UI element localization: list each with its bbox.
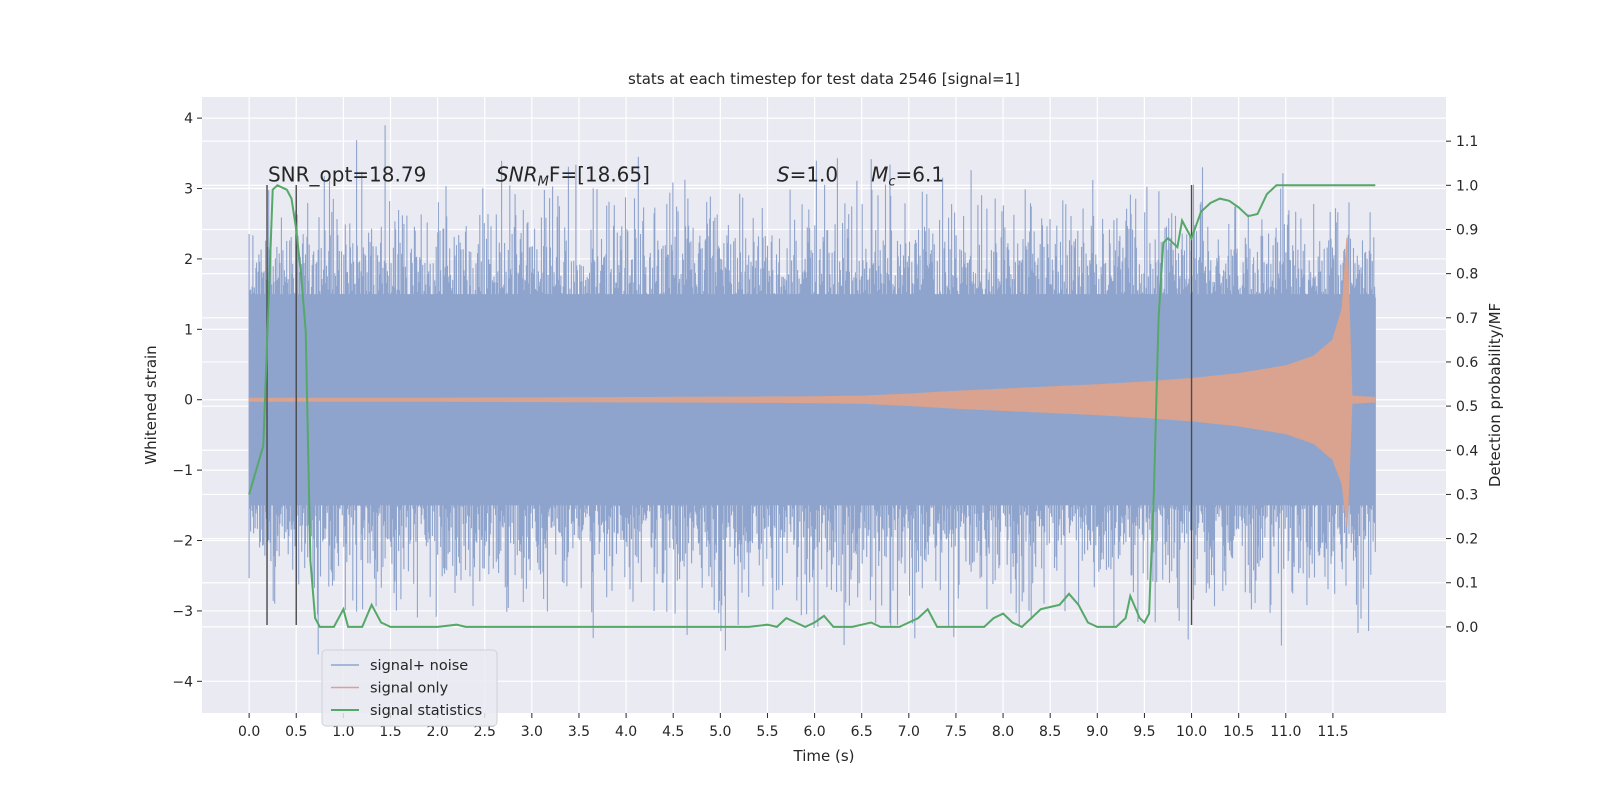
x-tick-label: 0.0 bbox=[238, 724, 260, 740]
x-tick-label: 7.5 bbox=[945, 724, 967, 740]
y-tick-label: 3 bbox=[184, 182, 193, 198]
y-right-axis-label: Detection probability/MF bbox=[1486, 303, 1504, 487]
x-tick-label: 8.0 bbox=[992, 724, 1014, 740]
y-right-tick-label: 0.0 bbox=[1456, 620, 1478, 636]
annotation: SNR_opt=18.79 bbox=[268, 162, 426, 186]
y-tick-label: −4 bbox=[172, 674, 193, 690]
x-tick-label: 0.5 bbox=[285, 724, 307, 740]
y-right-tick-label: 0.6 bbox=[1456, 355, 1478, 371]
y-tick-label: −2 bbox=[172, 534, 193, 550]
y-tick-label: 1 bbox=[184, 322, 193, 338]
x-tick-label: 2.0 bbox=[426, 724, 448, 740]
vertical-markers bbox=[266, 185, 1193, 625]
y-tick-label: 2 bbox=[184, 252, 193, 268]
y-tick-label: 4 bbox=[184, 111, 193, 127]
annotations: SNR_opt=18.79 SNRMF=[18.65] S=1.0 Mc=6.1 bbox=[268, 162, 944, 189]
x-tick-label: 9.0 bbox=[1086, 724, 1108, 740]
y-right-tick-label: 0.5 bbox=[1456, 399, 1478, 415]
legend-entry: signal+ noise bbox=[370, 658, 468, 674]
legend-box bbox=[321, 649, 498, 727]
x-tick-label: 11.5 bbox=[1317, 724, 1348, 740]
y-axis-label: Whitened strain bbox=[142, 345, 160, 464]
y-tick-label: −3 bbox=[172, 604, 193, 620]
x-tick-label: 10.5 bbox=[1223, 724, 1254, 740]
y-tick-label: 0 bbox=[184, 393, 193, 409]
y-right-tick-label: 0.2 bbox=[1456, 532, 1478, 548]
signal-statistics-series bbox=[248, 184, 1376, 629]
y-right-tick-label: 0.9 bbox=[1456, 222, 1478, 238]
chart-title: stats at each timestep for test data 254… bbox=[628, 70, 1020, 88]
x-tick-label: 1.5 bbox=[379, 724, 401, 740]
legend-entry: signal only bbox=[370, 681, 449, 697]
x-tick-label: 8.5 bbox=[1039, 724, 1061, 740]
y-right-tick-label: 1.0 bbox=[1456, 178, 1478, 194]
x-tick-label: 10.0 bbox=[1176, 724, 1207, 740]
x-tick-label: 5.0 bbox=[709, 724, 731, 740]
x-tick-label: 3.5 bbox=[568, 724, 590, 740]
y-right-tick-label: 0.7 bbox=[1456, 311, 1478, 327]
x-tick-label: 7.0 bbox=[898, 724, 920, 740]
x-axis-label: Time (s) bbox=[793, 747, 855, 765]
x-tick-label: 6.5 bbox=[851, 724, 873, 740]
y-right-tick-label: 1.1 bbox=[1456, 134, 1478, 150]
x-tick-label: 11.0 bbox=[1270, 724, 1301, 740]
x-tick-label: 9.5 bbox=[1133, 724, 1155, 740]
legend: signal+ noise signal only signal statistic… bbox=[321, 649, 498, 727]
signal-statistics-line bbox=[248, 184, 1376, 629]
y-right-tick-label: 0.4 bbox=[1456, 443, 1478, 459]
annotation: Mc=6.1 bbox=[871, 162, 944, 189]
x-tick-label: 1.0 bbox=[332, 724, 354, 740]
signal-envelope bbox=[248, 237, 1376, 527]
annotation: S=1.0 bbox=[777, 162, 838, 186]
y-right-tick-label: 0.1 bbox=[1456, 576, 1478, 592]
y-right-tick-label: 0.8 bbox=[1456, 267, 1478, 283]
axes: 0.0 0.5 1.0 1.5 2.0 2.5 3.0 3.5 4.0 4.5 5.0 5.5 6.0 6… bbox=[172, 111, 1478, 740]
x-tick-label: 2.5 bbox=[474, 724, 496, 740]
x-tick-label: 5.5 bbox=[756, 724, 778, 740]
x-tick-label: 4.0 bbox=[615, 724, 637, 740]
x-tick-label: 3.0 bbox=[521, 724, 543, 740]
y-tick-label: −1 bbox=[172, 463, 193, 479]
x-tick-label: 4.5 bbox=[662, 724, 684, 740]
x-tick-label: 6.0 bbox=[803, 724, 825, 740]
legend-entry: signal statistics bbox=[370, 703, 482, 719]
signal-only-series bbox=[248, 237, 1376, 527]
y-right-tick-label: 0.3 bbox=[1456, 487, 1478, 503]
annotation: SNRMF=[18.65] bbox=[496, 162, 650, 189]
